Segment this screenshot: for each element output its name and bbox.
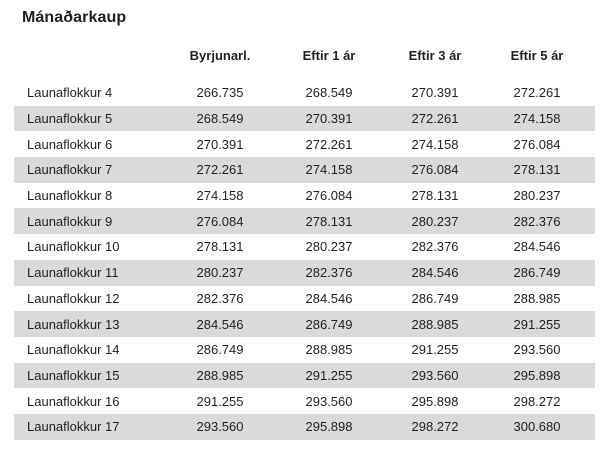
cell-value: 278.131 bbox=[196, 239, 244, 255]
cell-value: 270.391 bbox=[196, 136, 244, 152]
cell-value: 286.749 bbox=[196, 342, 244, 358]
cell-value: 284.546 bbox=[513, 239, 561, 255]
table-row: Launaflokkur 8 274.158 276.084 278.131 280.2… bbox=[14, 183, 595, 209]
cell-value: 282.376 bbox=[196, 290, 244, 306]
table-row: Launaflokkur 12 282.376 284.546 286.749 288.… bbox=[14, 286, 595, 312]
table-row: Launaflokkur 16 291.255 293.560 295.898 298.… bbox=[14, 388, 595, 414]
row-label: Launaflokkur 17 bbox=[27, 419, 120, 435]
cell-value: 274.158 bbox=[513, 111, 561, 127]
row-label: Launaflokkur 16 bbox=[27, 393, 120, 409]
cell-value: 288.985 bbox=[411, 316, 459, 332]
cell-value: 284.546 bbox=[411, 265, 459, 281]
cell-value: 295.898 bbox=[513, 367, 561, 383]
cell-value: 280.237 bbox=[513, 188, 561, 204]
cell-value: 276.084 bbox=[513, 136, 561, 152]
table-row: Launaflokkur 9 276.084 278.131 280.237 282.3… bbox=[14, 208, 595, 235]
cell-value: 268.549 bbox=[305, 85, 353, 101]
row-label: Launaflokkur 9 bbox=[27, 213, 113, 229]
cell-value: 276.084 bbox=[411, 162, 459, 178]
cell-value: 282.376 bbox=[411, 239, 459, 255]
cell-value: 288.985 bbox=[305, 342, 353, 358]
cell-value: 272.261 bbox=[305, 136, 353, 152]
table-row: Launaflokkur 10 278.131 280.237 282.376 284.… bbox=[14, 234, 595, 260]
table-row: Launaflokkur 5 268.549 270.391 272.261 274.1… bbox=[14, 105, 595, 132]
table-row: Launaflokkur 4 266.735 268.549 270.391 272.2… bbox=[14, 80, 595, 106]
row-label: Launaflokkur 4 bbox=[27, 85, 113, 101]
cell-value: 298.272 bbox=[411, 419, 459, 435]
cell-value: 270.391 bbox=[305, 111, 353, 127]
cell-value: 293.560 bbox=[305, 393, 353, 409]
table-row: Launaflokkur 15 288.985 291.255 293.560 295.… bbox=[14, 362, 595, 389]
cell-value: 286.749 bbox=[411, 290, 459, 306]
salary-table: Byrjunarl. Eftir 1 ár Eftir 3 ár Eftir 5 ár… bbox=[14, 42, 595, 440]
cell-value: 276.084 bbox=[196, 213, 244, 229]
table-row: Launaflokkur 14 286.749 288.985 291.255 293.… bbox=[14, 337, 595, 363]
cell-value: 291.255 bbox=[196, 393, 244, 409]
cell-value: 288.985 bbox=[513, 290, 561, 306]
cell-value: 278.131 bbox=[411, 188, 459, 204]
cell-value: 268.549 bbox=[196, 111, 244, 127]
cell-value: 291.255 bbox=[305, 367, 353, 383]
cell-value: 293.560 bbox=[196, 419, 244, 435]
cell-value: 295.898 bbox=[411, 393, 459, 409]
cell-value: 288.985 bbox=[196, 367, 244, 383]
cell-value: 280.237 bbox=[305, 239, 353, 255]
table-row: Launaflokkur 17 293.560 295.898 298.272 300.… bbox=[14, 413, 595, 440]
row-label: Launaflokkur 10 bbox=[27, 239, 120, 255]
row-label: Launaflokkur 14 bbox=[27, 342, 120, 358]
row-label: Launaflokkur 5 bbox=[27, 111, 113, 127]
cell-value: 282.376 bbox=[513, 213, 561, 229]
column-header: Byrjunarl. bbox=[189, 47, 251, 63]
cell-value: 272.261 bbox=[513, 85, 561, 101]
cell-value: 280.237 bbox=[196, 265, 244, 281]
cell-value: 291.255 bbox=[513, 316, 561, 332]
cell-value: 291.255 bbox=[411, 342, 459, 358]
column-header: Eftir 1 ár bbox=[302, 47, 356, 63]
cell-value: 300.680 bbox=[513, 419, 561, 435]
table-row: Launaflokkur 13 284.546 286.749 288.985 291.… bbox=[14, 311, 595, 337]
cell-value: 293.560 bbox=[411, 367, 459, 383]
cell-value: 293.560 bbox=[513, 342, 561, 358]
table-row: Launaflokkur 11 280.237 282.376 284.546 286.… bbox=[14, 259, 595, 286]
table-header-row: Byrjunarl. Eftir 1 ár Eftir 3 ár Eftir 5 ár bbox=[14, 42, 595, 68]
row-label: Launaflokkur 13 bbox=[27, 316, 120, 332]
cell-value: 286.749 bbox=[305, 316, 353, 332]
table-body: Launaflokkur 4 266.735 268.549 270.391 272.2… bbox=[14, 80, 595, 440]
column-header: Eftir 5 ár bbox=[510, 47, 564, 63]
cell-value: 274.158 bbox=[411, 136, 459, 152]
column-header: Eftir 3 ár bbox=[408, 47, 462, 63]
cell-value: 284.546 bbox=[305, 290, 353, 306]
cell-value: 278.131 bbox=[513, 162, 561, 178]
cell-value: 270.391 bbox=[411, 85, 459, 101]
table-row: Launaflokkur 6 270.391 272.261 274.158 276.0… bbox=[14, 131, 595, 157]
row-label: Launaflokkur 6 bbox=[27, 136, 113, 152]
table-row: Launaflokkur 7 272.261 274.158 276.084 278.1… bbox=[14, 157, 595, 183]
cell-value: 272.261 bbox=[196, 162, 244, 178]
row-label: Launaflokkur 7 bbox=[27, 162, 113, 178]
cell-value: 274.158 bbox=[305, 162, 353, 178]
cell-value: 278.131 bbox=[305, 213, 353, 229]
row-label: Launaflokkur 12 bbox=[27, 290, 120, 306]
cell-value: 286.749 bbox=[513, 265, 561, 281]
cell-value: 266.735 bbox=[196, 85, 244, 101]
cell-value: 284.546 bbox=[196, 316, 244, 332]
page-title: Mánaðarkaup bbox=[22, 9, 127, 26]
row-label: Launaflokkur 8 bbox=[27, 188, 113, 204]
document-page: Mánaðarkaup Byrjunarl. Eftir 1 ár Eftir 3 … bbox=[0, 8, 608, 440]
cell-value: 272.261 bbox=[411, 111, 459, 127]
cell-value: 298.272 bbox=[513, 393, 561, 409]
cell-value: 295.898 bbox=[305, 419, 353, 435]
cell-value: 276.084 bbox=[305, 188, 353, 204]
cell-value: 274.158 bbox=[196, 188, 244, 204]
row-label: Launaflokkur 11 bbox=[27, 265, 119, 281]
cell-value: 282.376 bbox=[305, 265, 353, 281]
cell-value: 280.237 bbox=[411, 213, 459, 229]
row-label: Launaflokkur 15 bbox=[27, 367, 120, 383]
